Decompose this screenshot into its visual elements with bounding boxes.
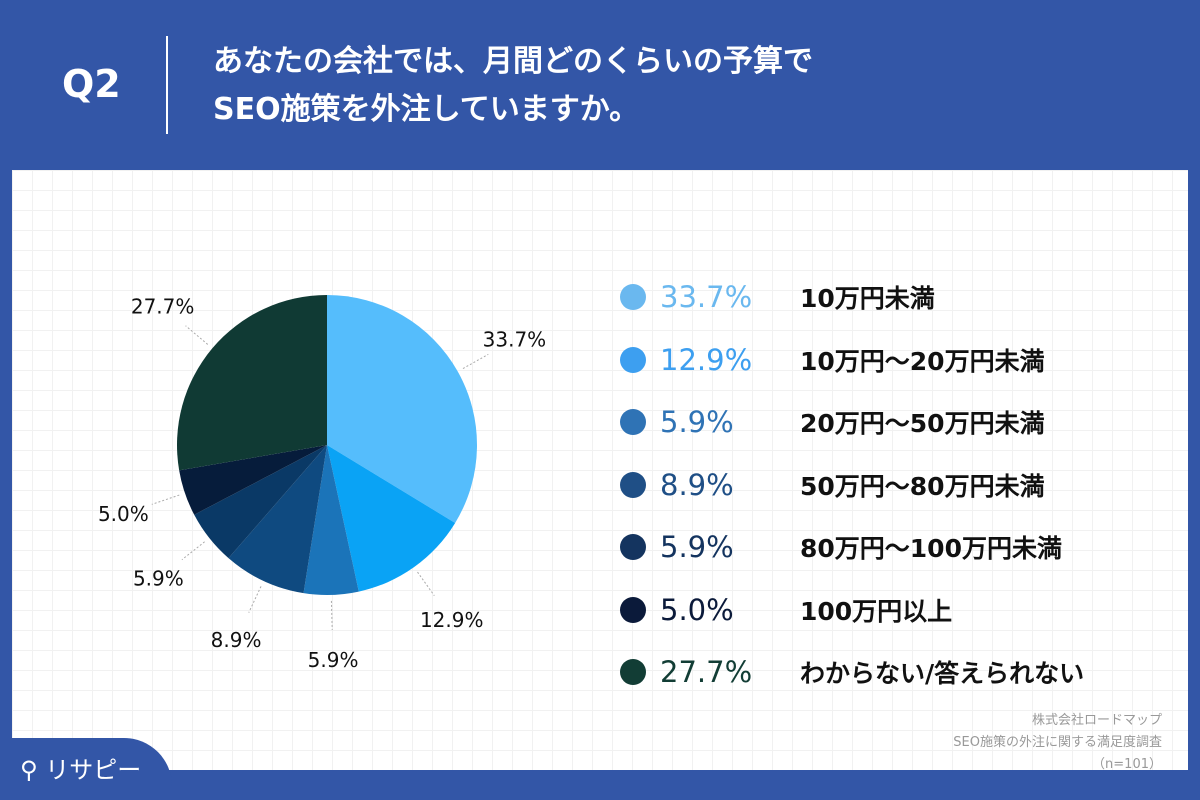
legend-percent: 27.7%	[660, 655, 753, 690]
source-sample: （n=101）	[1092, 757, 1162, 772]
legend-dot-icon	[620, 659, 646, 686]
legend-percent: 5.9%	[660, 405, 734, 440]
pie-slice	[194, 445, 327, 559]
source-survey: SEO施策の外注に関する満足度調査	[953, 735, 1162, 750]
page-title: あなたの会社では、月間どのくらいの予算で SEO施策を外注していますか。	[213, 38, 813, 134]
pie-slice	[327, 295, 477, 523]
legend-dot-icon	[620, 409, 646, 436]
data-label: 8.9%	[211, 628, 262, 652]
data-label: 27.7%	[131, 294, 195, 318]
legend-dot-icon	[620, 534, 646, 561]
legend-item: 8.9% 50万円〜80万円未満	[620, 454, 1084, 517]
legend-category: 100万円以上	[800, 596, 953, 626]
pie-slice	[228, 445, 327, 594]
legend-category: 50万円〜80万円未満	[800, 471, 1045, 501]
pie-slice	[303, 445, 359, 596]
legend-item: 33.7% 10万円未満	[620, 266, 1084, 329]
data-label: 5.9%	[133, 566, 184, 590]
legend-percent: 5.9%	[660, 530, 734, 565]
legend-item: 5.9% 20万円〜50万円未満	[620, 391, 1084, 454]
data-label: 12.9%	[420, 608, 484, 632]
source-note: 株式会社ロードマップ SEO施策の外注に関する満足度調査 （n=101）	[953, 710, 1162, 776]
legend-item: 5.0% 100万円以上	[620, 579, 1084, 642]
legend-category: わからない/答えられない	[800, 659, 1085, 689]
legend: 33.7% 10万円未満 12.9% 10万円〜20万円未満 5.9% 20万円〜50万円…	[620, 266, 1084, 704]
title-line-1: あなたの会社では、月間どのくらいの予算で	[213, 44, 813, 79]
leader-line	[181, 541, 205, 561]
logo: ⚲ リサピー	[0, 738, 172, 800]
legend-percent: 8.9%	[660, 467, 734, 502]
legend-percent: 33.7%	[660, 280, 753, 315]
legend-category: 10万円〜20万円未満	[800, 346, 1045, 376]
data-label: 33.7%	[483, 328, 547, 352]
legend-item: 12.9% 10万円〜20万円未満	[620, 329, 1084, 392]
legend-percent: 5.0%	[660, 592, 734, 627]
legend-percent: 12.9%	[660, 342, 753, 377]
leader-line	[417, 571, 435, 596]
legend-category: 10万円未満	[800, 284, 935, 314]
legend-category: 80万円〜100万円未満	[800, 534, 1062, 564]
pie-slice	[327, 445, 456, 592]
leader-line	[248, 586, 262, 613]
legend-dot-icon	[620, 284, 646, 311]
legend-category: 20万円〜50万円未満	[800, 409, 1045, 439]
pie-slice	[176, 295, 327, 471]
legend-item: 5.9% 80万円〜100万円未満	[620, 516, 1084, 579]
data-label: 5.0%	[98, 502, 149, 526]
data-label: 5.9%	[308, 648, 359, 672]
question-number: Q2	[62, 62, 121, 106]
leader-line	[462, 353, 489, 369]
leader-line	[330, 600, 333, 630]
leader-line	[151, 494, 180, 505]
leader-line	[185, 325, 209, 345]
divider	[166, 36, 168, 134]
pin-icon: ⚲	[20, 756, 38, 784]
legend-dot-icon	[620, 471, 646, 498]
source-company: 株式会社ロードマップ	[1031, 713, 1162, 728]
title-line-2: SEO施策を外注していますか。	[213, 92, 640, 127]
pie-slice	[179, 445, 327, 515]
legend-dot-icon	[620, 346, 646, 373]
legend-item: 27.7% わからない/答えられない	[620, 641, 1084, 704]
legend-dot-icon	[620, 596, 646, 623]
logo-text: リサピー	[45, 756, 142, 784]
